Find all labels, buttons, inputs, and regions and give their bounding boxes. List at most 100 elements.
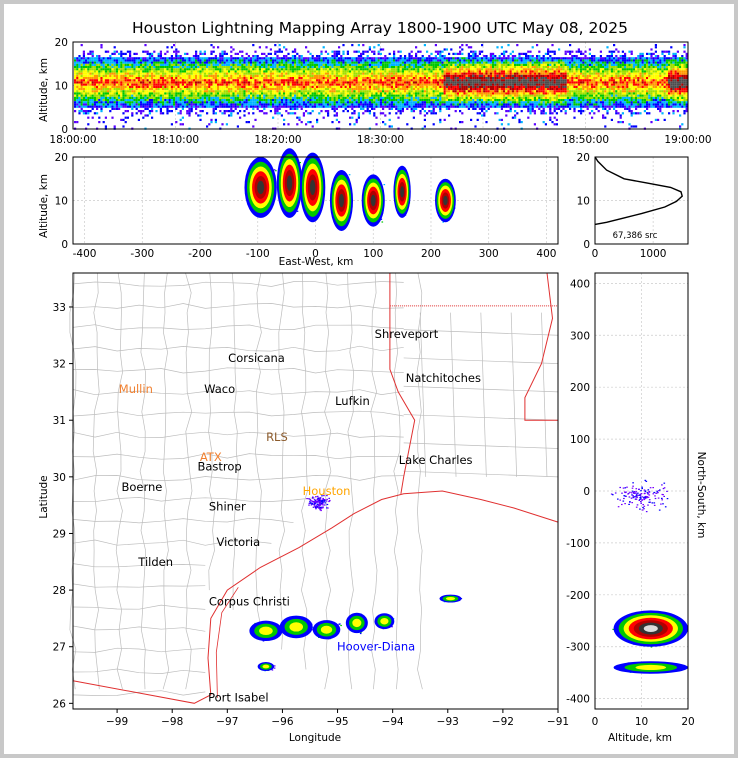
time-height-source bbox=[254, 92, 257, 95]
time-height-source bbox=[146, 90, 149, 93]
time-height-source bbox=[131, 105, 134, 108]
time-height-source bbox=[223, 52, 226, 55]
time-height-source bbox=[294, 57, 297, 60]
time-height-source bbox=[250, 70, 253, 73]
time-height-source bbox=[151, 55, 154, 58]
time-height-source bbox=[135, 107, 138, 110]
time-height-source bbox=[82, 72, 85, 75]
time-height-source bbox=[254, 72, 257, 75]
time-height-source bbox=[261, 105, 264, 108]
time-height-source bbox=[137, 68, 140, 71]
time-height-source bbox=[256, 63, 259, 66]
time-height-source bbox=[267, 63, 270, 66]
time-height-source bbox=[388, 125, 391, 128]
time-height-source bbox=[397, 110, 400, 113]
time-height-source bbox=[168, 59, 171, 62]
time-height-source bbox=[377, 57, 380, 60]
time-height-source bbox=[155, 103, 158, 106]
time-height-source bbox=[340, 90, 343, 93]
time-height-source bbox=[410, 66, 413, 69]
time-height-source bbox=[397, 90, 400, 93]
time-height-source bbox=[155, 77, 158, 80]
time-height-source bbox=[397, 96, 400, 99]
time-height-source bbox=[170, 74, 173, 77]
time-height-source bbox=[232, 96, 235, 99]
time-height-source bbox=[428, 77, 431, 80]
time-height-source bbox=[181, 88, 184, 91]
time-height-source bbox=[241, 66, 244, 69]
time-height-source bbox=[410, 92, 413, 95]
time-height-source bbox=[313, 77, 316, 80]
time-height-source bbox=[448, 114, 451, 117]
time-height-source bbox=[340, 85, 343, 88]
time-height-source bbox=[118, 63, 121, 66]
time-height-source bbox=[100, 88, 103, 91]
time-height-source bbox=[463, 94, 466, 97]
time-height-source bbox=[115, 94, 118, 97]
time-height-source bbox=[133, 94, 136, 97]
time-height-source bbox=[296, 116, 299, 119]
time-height-source bbox=[448, 59, 451, 62]
time-height-source bbox=[91, 55, 94, 58]
time-height-source bbox=[351, 112, 354, 115]
time-height-source bbox=[82, 77, 85, 80]
time-height-source bbox=[236, 72, 239, 75]
time-height-source bbox=[379, 66, 382, 69]
time-height-source bbox=[309, 68, 312, 71]
time-height-source bbox=[467, 52, 470, 55]
time-height-source bbox=[452, 61, 455, 64]
time-height-source bbox=[118, 101, 121, 104]
time-height-source bbox=[274, 107, 277, 110]
time-height-source bbox=[492, 90, 495, 93]
time-height-source bbox=[318, 96, 321, 99]
time-height-source bbox=[175, 68, 178, 71]
time-height-source bbox=[412, 83, 415, 86]
time-height-source bbox=[434, 77, 437, 80]
time-height-source bbox=[379, 83, 382, 86]
time-height-source bbox=[243, 90, 246, 93]
time-height-source bbox=[217, 103, 220, 106]
figure-frame: Houston Lightning Mapping Array 1800-190… bbox=[4, 4, 734, 754]
time-height-source bbox=[225, 88, 228, 91]
time-height-source bbox=[417, 66, 420, 69]
time-height-source bbox=[452, 66, 455, 69]
time-height-source bbox=[410, 72, 413, 75]
time-height-source bbox=[122, 57, 125, 60]
time-height-source bbox=[142, 101, 145, 104]
time-height-source bbox=[188, 70, 191, 73]
time-height-source bbox=[89, 99, 92, 102]
time-height-source bbox=[300, 88, 303, 91]
time-height-source bbox=[256, 83, 259, 86]
time-height-source bbox=[459, 72, 462, 75]
time-height-source bbox=[437, 59, 440, 62]
time-height-source bbox=[371, 70, 374, 73]
time-height-source bbox=[456, 96, 459, 99]
time-height-source bbox=[456, 63, 459, 66]
time-height-source bbox=[232, 88, 235, 91]
time-height-source bbox=[111, 85, 114, 88]
time-height-source bbox=[307, 70, 310, 73]
time-height-source bbox=[289, 66, 292, 69]
time-height-source bbox=[186, 61, 189, 64]
time-height-source bbox=[144, 85, 147, 88]
time-height-source bbox=[258, 81, 261, 84]
time-height-source bbox=[76, 103, 79, 106]
time-height-source bbox=[148, 88, 151, 91]
time-height-source bbox=[256, 57, 259, 60]
time-height-source bbox=[320, 101, 323, 104]
time-height-source bbox=[225, 90, 228, 93]
time-height-source bbox=[137, 103, 140, 106]
time-height-source bbox=[239, 77, 242, 80]
time-height-source bbox=[109, 81, 112, 84]
time-height-source bbox=[335, 114, 338, 117]
time-height-source bbox=[476, 66, 479, 69]
time-height-source bbox=[357, 92, 360, 95]
time-height-source bbox=[459, 94, 462, 97]
time-height-source bbox=[245, 61, 248, 64]
time-height-source bbox=[434, 57, 437, 60]
time-height-source bbox=[408, 90, 411, 93]
time-height-source bbox=[437, 79, 440, 82]
time-height-source bbox=[344, 79, 347, 82]
time-height-source bbox=[267, 90, 270, 93]
time-height-source bbox=[199, 68, 202, 71]
